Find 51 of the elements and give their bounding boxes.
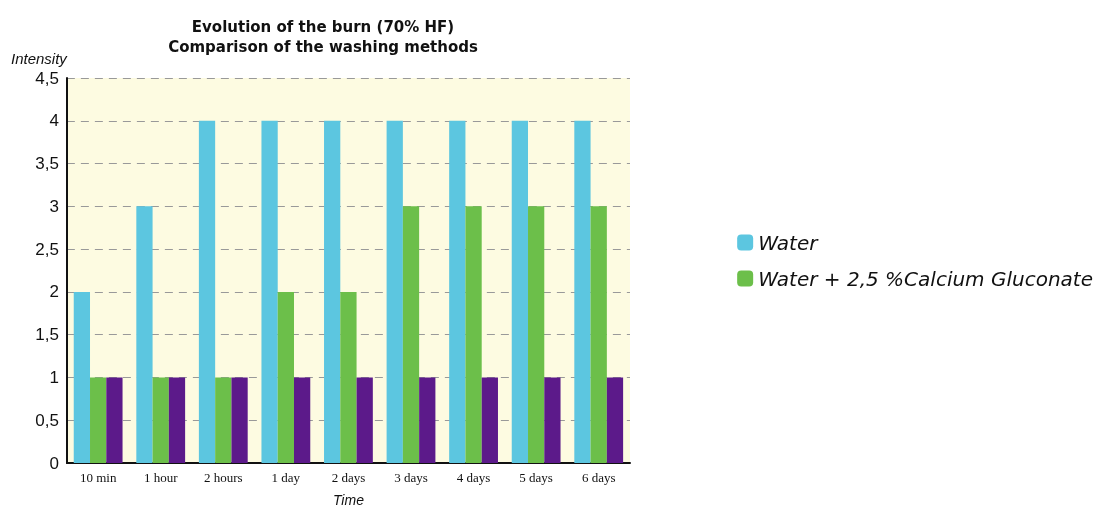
- y-tick-label: 0,5: [35, 410, 59, 430]
- bar: [106, 377, 123, 463]
- y-tick-label: 3,5: [35, 154, 59, 174]
- bar: [277, 291, 294, 463]
- y-axis-title: Intensity: [10, 50, 69, 67]
- bar: [136, 206, 153, 463]
- bar: [198, 120, 216, 463]
- bar: [511, 120, 529, 463]
- bar: [449, 120, 466, 463]
- bar: [528, 206, 545, 463]
- y-tick-label: 1,5: [35, 325, 59, 345]
- x-tick-label: 6 days: [581, 470, 616, 485]
- x-tick-label: 4 days: [456, 470, 491, 485]
- y-tick-label: 4: [49, 111, 59, 131]
- x-tick-label: 2 hours: [203, 470, 243, 485]
- y-tick-label: 1: [49, 367, 59, 387]
- bar: [419, 377, 436, 463]
- bar: [386, 120, 403, 463]
- bar: [590, 206, 607, 463]
- bar: [544, 377, 561, 463]
- x-tick-label: 1 day: [271, 470, 301, 485]
- y-tick-label: 3: [49, 196, 59, 216]
- chart-title: Evolution of the burn (70% HF) Comparison of the washing methods: [168, 18, 478, 56]
- bar: [324, 120, 341, 463]
- y-tick-label: 0: [49, 453, 59, 473]
- legend-label: Water + 2,5 %Calcium Gluconate: [758, 266, 1094, 291]
- x-axis-title: Time: [332, 492, 365, 508]
- bar: [261, 120, 278, 463]
- y-tick-label: 2,5: [35, 239, 59, 259]
- bar: [231, 377, 248, 463]
- bar: [90, 377, 107, 463]
- bar: [402, 206, 420, 463]
- x-tick-label: 1 hour: [143, 470, 179, 485]
- bar: [215, 377, 232, 463]
- x-tick-label: 5 days: [519, 470, 553, 485]
- bar: [356, 377, 373, 463]
- x-tick-label: 2 days: [331, 470, 366, 485]
- bar: [73, 291, 91, 463]
- x-tick-label: 3 days: [394, 470, 428, 485]
- y-tick-label: 2: [49, 282, 59, 302]
- bar: [340, 291, 357, 463]
- bar: [293, 377, 311, 463]
- bar: [465, 206, 482, 463]
- y-tick-label: 4,5: [35, 68, 59, 88]
- bar: [152, 377, 169, 463]
- bar: [606, 377, 624, 463]
- bar: [168, 377, 186, 463]
- legend-label: Water: [758, 230, 820, 255]
- bar: [481, 377, 498, 463]
- bar: [574, 120, 591, 463]
- x-tick-label: 10 min: [79, 470, 117, 485]
